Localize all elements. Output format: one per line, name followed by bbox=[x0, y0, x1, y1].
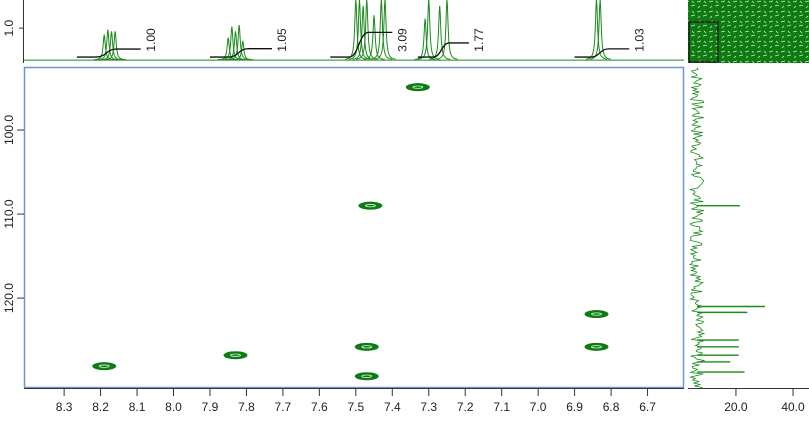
integral-curve bbox=[209, 48, 272, 58]
y-tick-label: 1.0 bbox=[2, 19, 16, 36]
y-tick-label: 120.0 bbox=[2, 283, 16, 313]
right-projection bbox=[688, 67, 766, 388]
spectrum-peak bbox=[589, 0, 611, 60]
integral-curve bbox=[574, 48, 630, 58]
x-tick-label: 8.1 bbox=[129, 400, 146, 414]
spectrum-peak bbox=[345, 0, 367, 60]
top-spectrum bbox=[24, 0, 684, 61]
cross-peak bbox=[405, 83, 430, 92]
x-tick-label: 40.0 bbox=[781, 400, 805, 414]
integral-curve bbox=[76, 48, 141, 58]
cross-peak bbox=[584, 310, 609, 319]
cross-peaks bbox=[92, 83, 609, 381]
x-tick-label: 7.6 bbox=[311, 400, 328, 414]
spectrum-peak bbox=[348, 0, 371, 60]
integral-label: 1.03 bbox=[632, 28, 646, 52]
cross-peak-core bbox=[591, 345, 602, 349]
x-tick-label: 8.3 bbox=[56, 400, 73, 414]
cross-peak bbox=[358, 201, 383, 210]
spectrum-peak bbox=[352, 5, 374, 60]
x-tick-label: 7.3 bbox=[420, 400, 437, 414]
x-tick-label: 7.8 bbox=[238, 400, 255, 414]
spectrum-peak bbox=[370, 0, 392, 60]
y-tick-label: 110.0 bbox=[2, 199, 16, 228]
x-tick-label: 7.4 bbox=[384, 400, 401, 414]
spectrum-peak bbox=[436, 0, 458, 60]
spectrum-peak bbox=[418, 0, 440, 60]
integral-curve bbox=[330, 31, 393, 58]
cross-peak bbox=[92, 362, 117, 371]
spectrum-peak bbox=[228, 24, 250, 61]
spectrum-peak bbox=[363, 15, 385, 60]
spectrum-peak bbox=[97, 29, 119, 61]
spectrum-peak bbox=[100, 31, 123, 61]
overview-thumbnail bbox=[688, 0, 809, 63]
overview-window bbox=[688, 21, 719, 63]
cross-peak-core bbox=[412, 85, 424, 89]
integral-curve bbox=[417, 42, 469, 58]
x-tick-label: 6.8 bbox=[603, 400, 620, 414]
spectrum-peak bbox=[374, 0, 396, 60]
x-tick-label: 6.7 bbox=[639, 400, 656, 414]
spectrum-peak bbox=[232, 40, 254, 61]
y-tick-label: 100.0 bbox=[2, 115, 16, 145]
spectrum-peak bbox=[93, 34, 115, 61]
spectrum-peak bbox=[104, 31, 126, 61]
x-tick-label: 20.0 bbox=[724, 400, 748, 414]
x-tick-label: 7.5 bbox=[347, 400, 364, 414]
cross-peak-core bbox=[365, 204, 376, 208]
cross-peak bbox=[584, 342, 609, 351]
cross-peak-core bbox=[230, 353, 241, 357]
spectrum-peak bbox=[429, 5, 451, 60]
x-tick-label: 7.9 bbox=[202, 400, 219, 414]
axes: 1.00 1.05 3.09 1.77 1.03 1.0 8.3 8.2 8.1 8.0 7.9 7.… bbox=[2, 19, 805, 414]
spectrum-peak bbox=[224, 31, 247, 61]
integral-label: 1.05 bbox=[275, 28, 289, 52]
projection-noise bbox=[688, 67, 706, 388]
x-tick-label: 7.7 bbox=[275, 400, 292, 414]
x-tick-label: 7.2 bbox=[457, 400, 474, 414]
spectrum-peak bbox=[221, 26, 243, 61]
cross-peak-core bbox=[361, 345, 373, 349]
x-tick-label: 6.9 bbox=[566, 400, 583, 414]
x-tick-label: 8.0 bbox=[165, 400, 182, 414]
x-tick-label: 8.2 bbox=[92, 400, 109, 414]
cross-peak-core bbox=[591, 312, 602, 316]
main-panel bbox=[23, 66, 685, 389]
integral-label: 3.09 bbox=[395, 28, 409, 52]
integral-label: 1.77 bbox=[472, 28, 486, 52]
cross-peak-core bbox=[361, 374, 373, 378]
spectrum-peak bbox=[585, 0, 608, 60]
integral-label: 1.00 bbox=[144, 28, 158, 52]
cross-peak-core bbox=[98, 364, 110, 368]
cross-peak bbox=[354, 372, 379, 381]
x-tick-label: 7.1 bbox=[493, 400, 510, 414]
cross-peak bbox=[223, 351, 248, 360]
x-tick-label: 7.0 bbox=[530, 400, 547, 414]
cross-peak bbox=[354, 342, 379, 351]
